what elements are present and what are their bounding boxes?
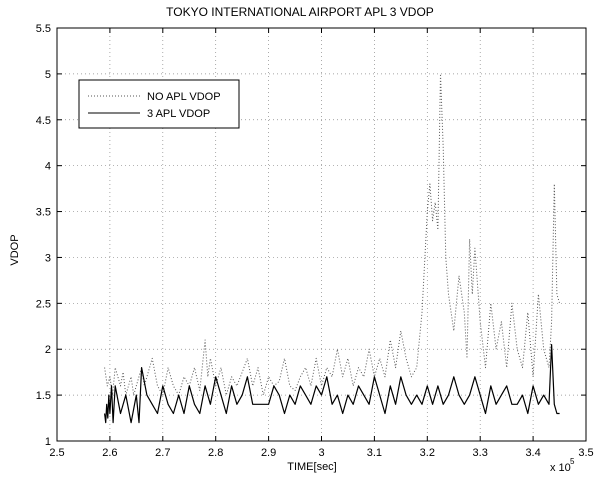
y-tick-label: 2: [45, 344, 51, 356]
x-tick-label: 2.6: [102, 447, 117, 459]
y-tick-label: 1: [45, 436, 51, 448]
x-tick-label: 3.1: [367, 447, 382, 459]
chart-title: TOKYO INTERNATIONAL AIRPORT APL 3 VDOP: [166, 5, 434, 19]
y-tick-label: 4: [45, 161, 51, 173]
x-tick-label: 3: [318, 447, 324, 459]
y-tick-label: 3.5: [36, 207, 51, 219]
grid: [57, 28, 586, 441]
x-tick-label: 2.5: [49, 447, 64, 459]
series-line-no-apl-vdop: [104, 73, 561, 396]
x-tick-label: 3.2: [420, 447, 435, 459]
x-tick-label: 3.5: [578, 447, 593, 459]
y-tick-label: 4.5: [36, 115, 51, 127]
legend-box: [78, 79, 240, 129]
legend-label-no-apl: NO APL VDOP: [147, 91, 221, 103]
x-multiplier-exponent: 5: [570, 457, 575, 466]
legend: NO APL VDOP 3 APL VDOP: [78, 79, 240, 129]
y-tick-label: 5.5: [36, 23, 51, 35]
series-layer: [104, 73, 561, 424]
x-tick-label: 2.8: [208, 447, 223, 459]
y-axis-label: VDOP: [9, 234, 21, 265]
y-tick-label: 2.5: [36, 298, 51, 310]
y-tick-label: 5: [45, 69, 51, 81]
legend-label-3-apl: 3 APL VDOP: [147, 108, 210, 120]
x-tick-label: 2.7: [155, 447, 170, 459]
series-line-3-apl-vdop: [104, 344, 560, 424]
x-tick-label: 2.9: [261, 447, 276, 459]
y-tick-label: 3: [45, 252, 51, 264]
ticks: 2.5 2.6 2.7 2.8 2.9 3 3.1 3.2 3.3 3.4 3.5 1 1.5 2 2.5 3…: [36, 23, 594, 459]
y-tick-label: 1.5: [36, 390, 51, 402]
x-multiplier-label: x 10: [550, 462, 571, 474]
x-tick-label: 3.4: [525, 447, 540, 459]
x-tick-label: 3.3: [473, 447, 488, 459]
x-axis-label: TIME[sec]: [287, 461, 337, 473]
